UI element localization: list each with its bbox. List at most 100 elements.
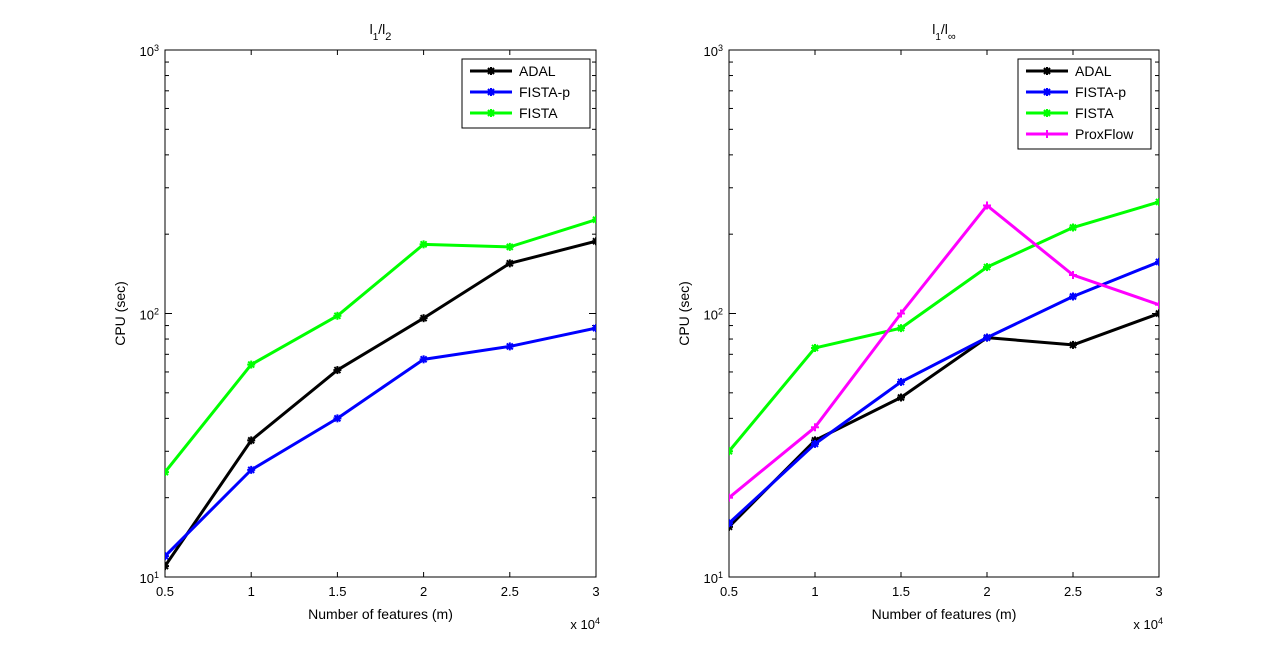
y-tick-base: 10	[704, 571, 718, 586]
data-point-adal-d2	[165, 562, 169, 568]
series-line-fista-p	[729, 260, 1159, 525]
y-tick-exp: 2	[718, 307, 723, 317]
series-line-proxflow	[729, 203, 1159, 499]
y-tick-exp: 3	[718, 43, 723, 53]
data-point-fista	[333, 311, 342, 320]
data-point-fista-p	[165, 552, 169, 561]
data-point-proxflow	[811, 423, 819, 432]
data-point-fista-p-d2	[1155, 260, 1159, 266]
data-point-fista	[592, 215, 596, 224]
series-layer	[165, 215, 596, 571]
data-point-fista-p-d2	[1069, 292, 1077, 301]
data-point-fista-p	[1155, 257, 1159, 266]
data-point-fista-p	[897, 377, 905, 386]
legend-label-adal: ADAL	[519, 63, 556, 79]
y-tick-label: 101	[704, 570, 723, 586]
data-point-fista	[1155, 197, 1159, 206]
legend-marker-fista-p	[487, 88, 495, 96]
data-point-adal	[333, 366, 342, 375]
data-point-adal-d2	[592, 239, 596, 245]
y-tick-label: 103	[704, 43, 723, 59]
data-point-fista-d2	[506, 243, 514, 251]
y-tick-label: 103	[140, 43, 159, 59]
legend-marker-fista-d2	[487, 109, 495, 117]
y-tick-label: 101	[140, 570, 159, 586]
data-point-adal-d2	[333, 366, 342, 374]
data-point-fista-p-d1	[592, 324, 596, 330]
data-point-fista-d2	[1155, 200, 1159, 206]
data-point-adal-d2	[1069, 341, 1077, 349]
chart-title: l1/l2	[370, 21, 392, 43]
data-point-adal-d2	[506, 259, 514, 268]
y-tick-base: 10	[140, 44, 154, 59]
data-point-fista-p-d1	[1155, 258, 1159, 264]
y-axis-label: CPU (sec)	[112, 281, 128, 346]
x-tick-label: 1	[811, 584, 818, 599]
data-point-fista-p-d2	[333, 414, 342, 423]
x-tick-label: 2	[420, 584, 427, 599]
data-point-adal	[1069, 340, 1077, 349]
x-tick-label: 0.5	[720, 584, 738, 599]
y-tick-base: 10	[704, 44, 718, 59]
legend-marker-fista-d2	[1043, 109, 1051, 117]
x-tick-label: 2	[983, 584, 990, 599]
legend-label-fista-p: FISTA-p	[1075, 84, 1126, 100]
data-point-adal-d2	[247, 436, 255, 445]
data-point-fista-p-d2	[165, 552, 169, 558]
data-point-fista-p-d1	[729, 521, 733, 527]
legend-label-fista: FISTA	[519, 105, 558, 121]
x-tick-label: 1.5	[328, 584, 346, 599]
data-point-adal-d2	[897, 393, 905, 402]
series-line-adal	[165, 239, 596, 567]
data-point-fista-p	[1069, 292, 1077, 301]
title-subscript-2: ∞	[948, 31, 956, 43]
data-point-proxflow	[983, 201, 991, 210]
data-point-fista	[505, 242, 514, 251]
title-base: l	[370, 21, 373, 37]
x-multiplier-exp: 4	[1158, 616, 1163, 626]
data-point-fista-p-d2	[247, 466, 255, 474]
data-point-adal	[897, 393, 905, 402]
y-tick-exp: 1	[154, 570, 159, 580]
x-multiplier-base: x 10	[1133, 617, 1158, 632]
data-point-fista	[983, 263, 991, 272]
data-point-fista-d2	[897, 324, 905, 332]
x-axis-label: Number of features (m)	[308, 606, 453, 622]
data-point-fista-d1	[165, 470, 169, 476]
data-point-adal-d1	[1155, 309, 1159, 315]
legend-label-fista: FISTA	[1075, 105, 1114, 121]
data-point-fista-p	[811, 439, 819, 448]
data-point-fista	[247, 360, 256, 369]
data-point-fista-p-d2	[897, 378, 905, 386]
legend-label-fista-p: FISTA-p	[519, 84, 570, 100]
data-point-fista-d2	[729, 447, 733, 453]
data-point-fista	[165, 468, 169, 477]
title-subscript-2: 2	[385, 31, 391, 43]
data-point-fista	[729, 447, 733, 456]
data-point-adal-d1	[729, 525, 733, 531]
legend-marker-adal-d2	[1043, 67, 1051, 75]
data-point-fista-d2	[592, 218, 596, 224]
data-point-fista-d2	[165, 468, 169, 474]
data-point-fista-p-d2	[506, 342, 514, 351]
x-tick-label: 1	[248, 584, 255, 599]
data-point-fista-p	[592, 324, 596, 333]
x-tick-label: 3	[1155, 584, 1162, 599]
y-tick-base: 10	[140, 571, 154, 586]
legend-marker-fista-p	[1043, 88, 1051, 96]
legend-marker-fista	[1043, 109, 1051, 117]
data-point-fista-p	[419, 355, 428, 364]
data-point-fista	[419, 240, 428, 249]
data-point-proxflow	[897, 309, 905, 318]
x-multiplier-base: x 10	[570, 617, 595, 632]
x-multiplier: x 104	[570, 616, 600, 632]
x-tick-label: 1.5	[892, 584, 910, 599]
y-tick-label: 102	[704, 307, 723, 323]
x-multiplier: x 104	[1133, 616, 1163, 632]
data-point-proxflow	[1155, 300, 1159, 309]
legend-marker-adal	[1043, 67, 1051, 75]
data-point-fista-p-d2	[729, 519, 733, 525]
data-point-proxflow	[729, 493, 733, 502]
data-point-adal-d2	[1155, 312, 1159, 318]
